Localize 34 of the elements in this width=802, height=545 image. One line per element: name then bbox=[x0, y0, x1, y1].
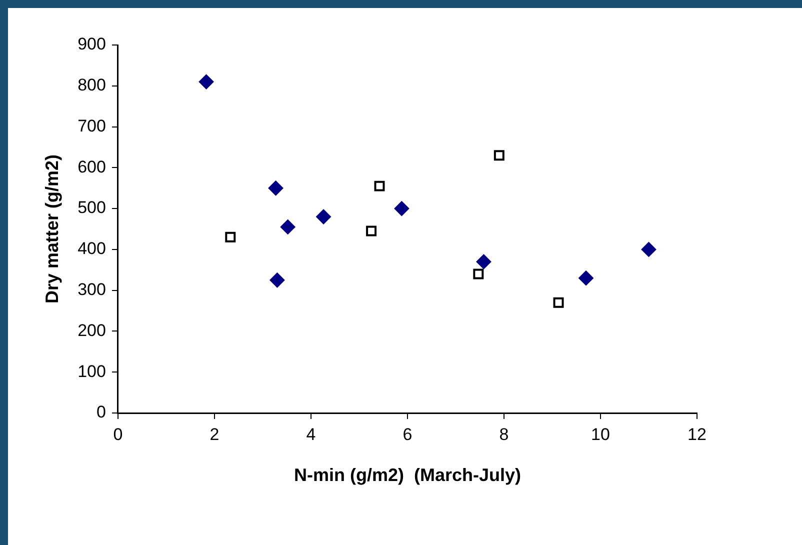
x-tick-label: 2 bbox=[210, 424, 220, 444]
point bbox=[578, 270, 594, 286]
x-tick-label: 0 bbox=[113, 424, 123, 444]
y-tick-label: 200 bbox=[78, 320, 106, 340]
y-tick-label: 500 bbox=[78, 198, 106, 218]
y-tick-label: 100 bbox=[78, 362, 106, 381]
y-tick-label: 900 bbox=[78, 34, 106, 54]
point bbox=[476, 254, 492, 270]
x-tick-label: 8 bbox=[499, 424, 509, 444]
point bbox=[270, 272, 285, 288]
x-axis-title: N-min (g/m2) (March-July) bbox=[294, 465, 521, 486]
x-tick-label: 12 bbox=[688, 424, 706, 444]
point bbox=[641, 242, 656, 257]
y-axis-title: Dry matter (g/m2) bbox=[42, 154, 62, 304]
point bbox=[198, 74, 214, 90]
point bbox=[494, 150, 504, 161]
point bbox=[316, 209, 332, 224]
x-tick-label: 6 bbox=[402, 424, 412, 444]
y-tick-label: 400 bbox=[78, 239, 106, 258]
point bbox=[366, 226, 377, 236]
point bbox=[553, 297, 564, 308]
point bbox=[394, 201, 410, 216]
y-tick-label: 700 bbox=[78, 116, 106, 136]
point bbox=[374, 180, 385, 192]
point bbox=[225, 232, 236, 242]
point bbox=[268, 180, 284, 196]
y-tick-label: 800 bbox=[78, 76, 106, 95]
y-tick-label: 600 bbox=[78, 157, 106, 176]
point bbox=[473, 268, 484, 280]
x-tick-label: 4 bbox=[306, 424, 316, 444]
y-tick-label: 300 bbox=[78, 280, 106, 300]
x-tick-label: 10 bbox=[591, 424, 610, 444]
y-tick-label: 0 bbox=[96, 402, 106, 422]
point bbox=[280, 219, 296, 234]
